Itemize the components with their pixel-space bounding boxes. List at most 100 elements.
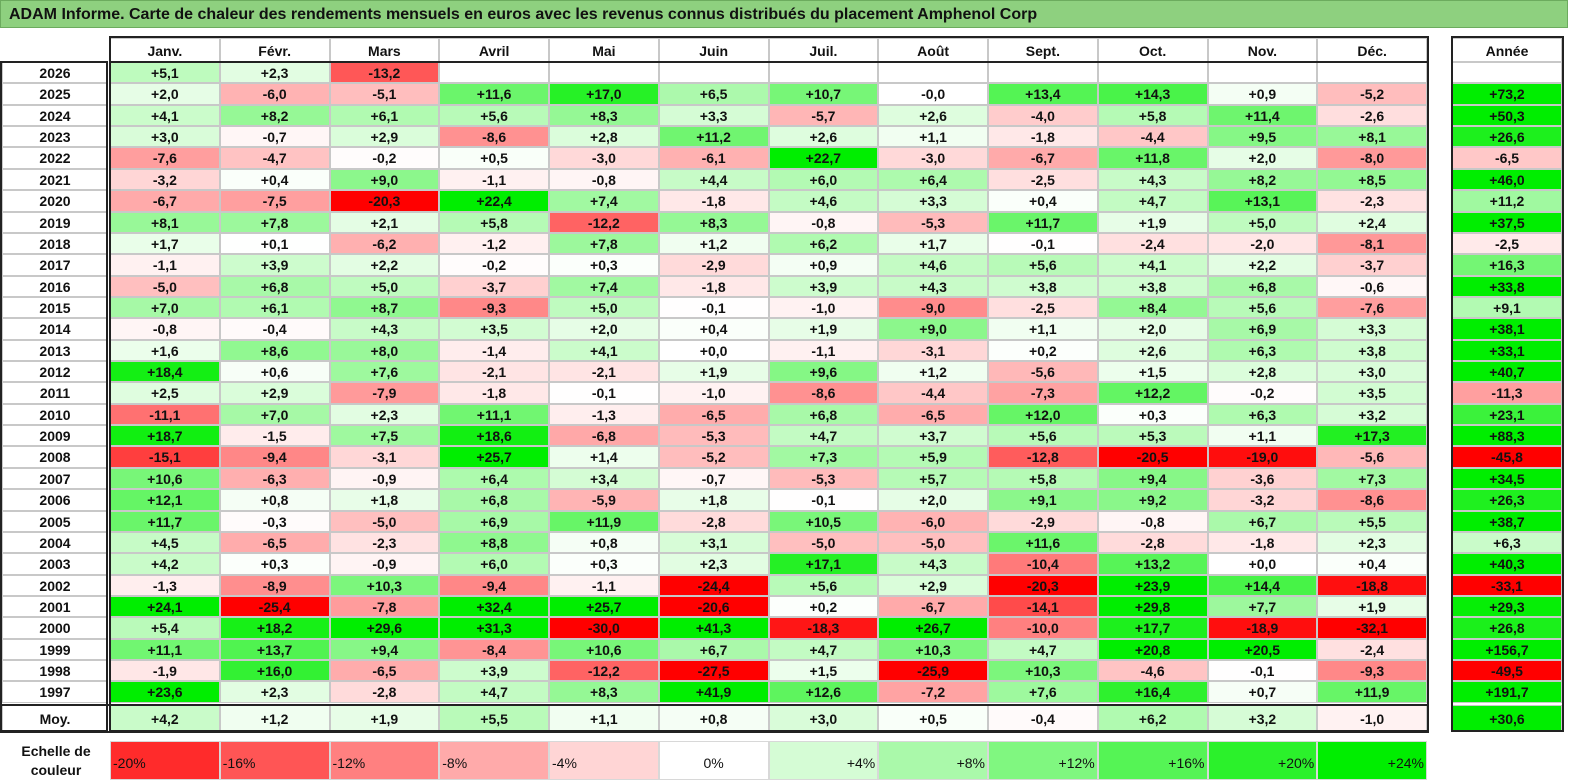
heatmap-cell: +7,8 <box>549 232 659 255</box>
heatmap-cell: -0,1 <box>1207 660 1318 682</box>
heatmap-cell: +18,2 <box>219 617 330 639</box>
heatmap-cell: -1,4 <box>439 339 549 362</box>
heatmap-cell: +9,0 <box>878 318 988 340</box>
heatmap-cell: -7,5 <box>219 190 330 212</box>
color-scale-step: +4% <box>768 741 879 780</box>
heatmap-cell: +25,7 <box>549 596 659 618</box>
heatmap-cell: -10,4 <box>988 553 1098 575</box>
heatmap-cell: +9,2 <box>1097 489 1208 511</box>
heatmap-cell: +13,7 <box>219 638 330 661</box>
heatmap-cell: -2,5 <box>988 296 1098 319</box>
heatmap-cell: -1,9 <box>110 660 220 682</box>
heatmap-cell: +1,8 <box>658 489 769 511</box>
heatmap-cell: +8,3 <box>549 104 659 127</box>
heatmap-cell: +23,6 <box>110 681 220 703</box>
year-label: 2012 <box>2 361 108 383</box>
heatmap-cell: +2,0 <box>1097 318 1208 340</box>
year-label: 2005 <box>2 510 108 532</box>
heatmap-cell <box>439 62 549 84</box>
heatmap-cell: +2,3 <box>329 403 440 426</box>
heatmap-cell: +3,8 <box>988 275 1098 297</box>
heatmap-cell: -5,2 <box>658 446 769 468</box>
heatmap-cell: +5,1 <box>110 62 220 84</box>
heatmap-cell: +3,4 <box>549 467 659 490</box>
heatmap-cell: +1,2 <box>658 232 769 255</box>
heatmap-cell: -7,3 <box>988 382 1098 404</box>
heatmap-cell: +2,6 <box>768 126 879 148</box>
heatmap-cell: +4,5 <box>110 531 220 554</box>
heatmap-cell: -5,0 <box>878 531 988 554</box>
heatmap-cell: +2,8 <box>549 126 659 148</box>
color-scale-step: +20% <box>1207 741 1318 780</box>
annual-cell <box>1452 62 1562 84</box>
heatmap-cell: -8,6 <box>768 382 879 404</box>
heatmap-cell: +9,0 <box>329 168 440 191</box>
heatmap-cell: +6,8 <box>1207 275 1318 297</box>
heatmap-cell: +1,2 <box>878 361 988 383</box>
heatmap-cell <box>549 62 659 84</box>
heatmap-cell: -4,6 <box>1097 660 1208 682</box>
heatmap-cell: +41,9 <box>658 681 769 703</box>
heatmap-cell: +2,1 <box>329 211 440 233</box>
average-cell: +1,2 <box>219 704 330 731</box>
heatmap-cell: +2,3 <box>219 681 330 703</box>
annual-cell: -45,8 <box>1452 446 1562 468</box>
heatmap-cell: -0,3 <box>219 510 330 532</box>
heatmap-cell: +11,6 <box>439 83 549 105</box>
heatmap-cell: +6,2 <box>768 232 879 255</box>
heatmap-cell: +11,7 <box>110 510 220 532</box>
heatmap-cell: +17,0 <box>549 83 659 105</box>
heatmap-cell: -0,9 <box>329 553 440 575</box>
heatmap-cell: +3,3 <box>658 104 769 127</box>
heatmap-cell: -9,3 <box>1317 660 1427 682</box>
heatmap-cell: +0,4 <box>658 318 769 340</box>
year-label: 1998 <box>2 660 108 682</box>
heatmap-cell: -25,9 <box>878 660 988 682</box>
heatmap-cell: +2,4 <box>1317 211 1427 233</box>
heatmap-cell: +16,4 <box>1097 681 1208 703</box>
month-header: Juin <box>658 38 769 62</box>
year-label: 2002 <box>2 574 108 596</box>
heatmap-cell: +5,4 <box>110 617 220 639</box>
heatmap-cell <box>1207 62 1318 84</box>
heatmap-cell: +5,9 <box>878 446 988 468</box>
heatmap-cell: -30,0 <box>549 617 659 639</box>
color-scale-step: -8% <box>439 741 549 780</box>
year-label: 2025 <box>2 83 108 105</box>
heatmap-cell: -6,7 <box>110 190 220 212</box>
heatmap-cell: -20,3 <box>988 574 1098 596</box>
heatmap-cell: +1,1 <box>988 318 1098 340</box>
heatmap-cell: +6,8 <box>439 489 549 511</box>
heatmap-cell: +17,3 <box>1317 425 1427 447</box>
heatmap-cell: +4,1 <box>110 104 220 127</box>
heatmap-cell: -3,7 <box>439 275 549 297</box>
heatmap-cell: +8,1 <box>110 211 220 233</box>
heatmap-cell: -6,5 <box>878 403 988 426</box>
heatmap-cell: -3,2 <box>1207 489 1318 511</box>
heatmap-cell: -3,2 <box>110 168 220 191</box>
heatmap-cell: -5,0 <box>329 510 440 532</box>
heatmap-cell <box>878 62 988 84</box>
heatmap-cell: +4,3 <box>878 275 988 297</box>
heatmap-cell: +2,3 <box>1317 531 1427 554</box>
heatmap-cell: -2,1 <box>439 361 549 383</box>
year-label: 2013 <box>2 339 108 362</box>
heatmap-cell: +11,6 <box>988 531 1098 554</box>
heatmap-cell: +10,3 <box>329 574 440 596</box>
annual-cell: +50,3 <box>1452 104 1562 127</box>
heatmap-cell: +5,8 <box>1097 104 1208 127</box>
heatmap-cell: +0,3 <box>549 553 659 575</box>
month-header: Sept. <box>988 38 1098 62</box>
heatmap-cell <box>1097 62 1208 84</box>
heatmap-cell: -0,8 <box>768 211 879 233</box>
heatmap-cell: +2,0 <box>1207 147 1318 169</box>
heatmap-cell: +26,7 <box>878 617 988 639</box>
heatmap-cell <box>768 62 879 84</box>
heatmap-cell: +0,0 <box>658 339 769 362</box>
heatmap-cell: -1,2 <box>439 232 549 255</box>
heatmap-cell: -9,4 <box>439 574 549 596</box>
heatmap-cell: +13,2 <box>1097 553 1208 575</box>
annual-cell: +38,7 <box>1452 510 1562 532</box>
heatmap-cell: -0,4 <box>219 318 330 340</box>
heatmap-cell: +3,2 <box>1317 403 1427 426</box>
